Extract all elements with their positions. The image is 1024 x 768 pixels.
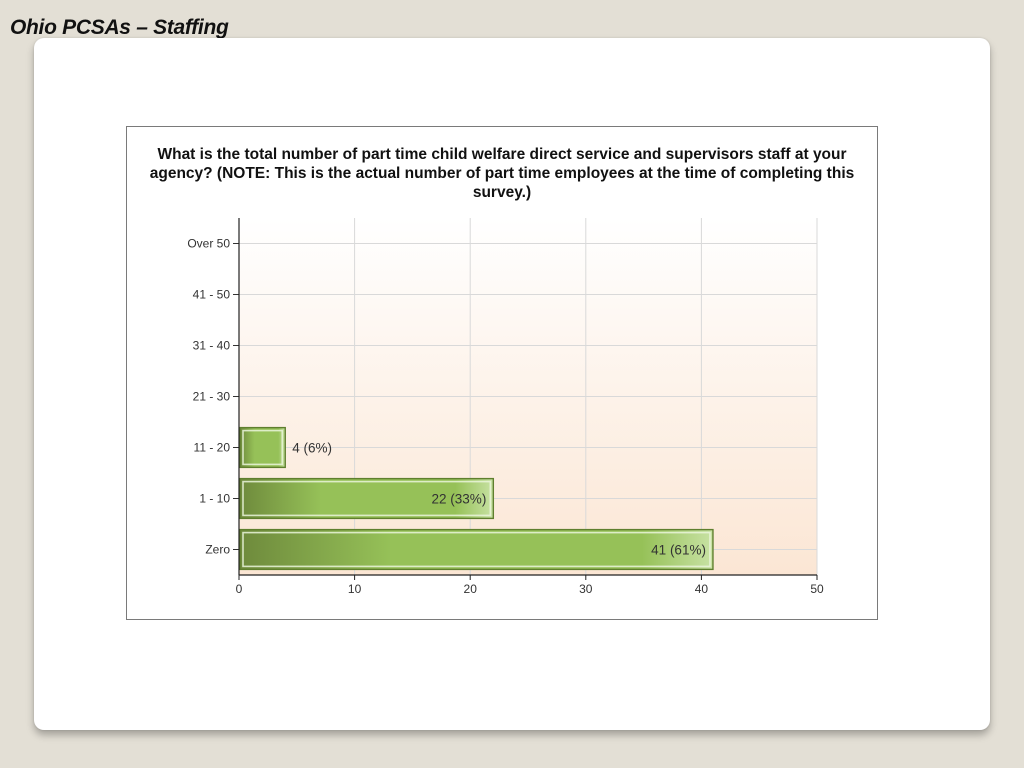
bar-highlight [242,429,284,466]
x-tick-label: 10 [348,582,362,596]
x-tick-label: 0 [236,582,243,596]
y-tick-label: Over 50 [187,237,230,251]
chart-title: What is the total number of part time ch… [149,146,855,201]
bar-data-label: 4 (6%) [292,441,332,456]
y-tick-label: 1 - 10 [199,492,230,506]
bar [239,426,286,469]
x-tick-label: 50 [810,582,824,596]
bar-data-label: 22 (33%) [432,492,487,507]
y-tick-label: 21 - 30 [193,390,231,404]
bar-chart: 0 10 20 30 40 50 Over 50 41 - 50 31 - 40 21 - 30 1… [187,218,824,596]
x-tick-label: 40 [695,582,709,596]
bar-highlight [242,531,711,568]
y-tick-label: 31 - 40 [193,339,231,353]
x-tick-label: 20 [464,582,478,596]
bar-highlight [242,480,492,517]
bar-data-label: 41 (61%) [651,543,706,558]
bar [239,528,714,571]
y-tick-label: 11 - 20 [194,441,231,455]
x-tick-label: 30 [579,582,593,596]
chart-frame: What is the total number of part time ch… [126,126,878,620]
slide-title: Ohio PCSAs – Staffing [10,16,229,39]
y-tick-label: Zero [205,543,230,557]
bar [239,477,495,520]
y-tick-label: 41 - 50 [193,288,231,302]
